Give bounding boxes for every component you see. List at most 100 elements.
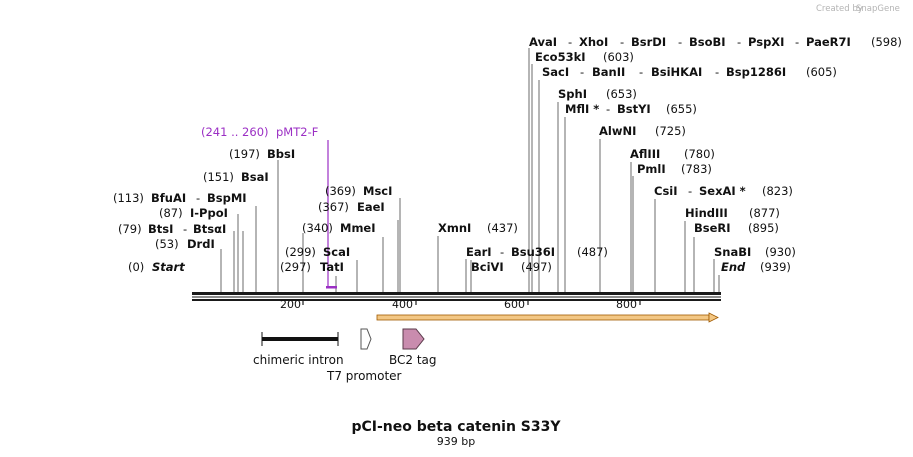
pmli-label[interactable]: PmlI	[637, 162, 666, 176]
sphi-pos: (653)	[606, 87, 637, 101]
bsai-pos: (151)	[203, 170, 234, 184]
alwni-label[interactable]: AlwNI	[599, 124, 636, 138]
xmni-pos: (437)	[487, 221, 518, 235]
banii-label[interactable]: BanII	[592, 65, 625, 79]
scai-pos: (299)	[285, 245, 316, 259]
ippoi-label[interactable]: I-PpoI	[190, 206, 228, 220]
bsp1286i-label[interactable]: Bsp1286I	[726, 65, 786, 79]
mmei-pos: (340)	[302, 221, 333, 235]
end-pos: (939)	[760, 260, 791, 274]
drdi-label[interactable]: DrdI	[187, 237, 215, 251]
bfuai-label[interactable]: BfuAI	[151, 191, 186, 205]
bfuai-separator: -	[196, 191, 200, 205]
credit-text: Created by	[816, 4, 863, 14]
chimeric-intron-feature[interactable]	[261, 332, 339, 346]
saci-pos: (605)	[806, 65, 837, 79]
msci-pos: (369)	[325, 184, 356, 198]
saci-sep-3: -	[715, 65, 719, 79]
bsai-label[interactable]: BsaI	[241, 170, 269, 184]
eaei-label[interactable]: EaeI	[357, 200, 385, 214]
xmni-label[interactable]: XmnI	[438, 221, 471, 235]
bfuai-pos: (113)	[113, 191, 144, 205]
avai-label[interactable]: AvaI	[529, 35, 557, 49]
sphi-label[interactable]: SphI	[558, 87, 587, 101]
bc2-tag-label: BC2 tag	[389, 353, 437, 367]
eco53ki-pos: (603)	[603, 50, 634, 64]
bseri-pos: (895)	[748, 221, 779, 235]
bsobi-label[interactable]: BsoBI	[689, 35, 726, 49]
snabi-pos: (930)	[765, 245, 796, 259]
snabi-label[interactable]: SnaBI	[714, 245, 751, 259]
t7-promoter-label: T7 promoter	[326, 369, 402, 383]
bcivi-pos: (497)	[521, 260, 552, 274]
sexai-label[interactable]: SexAI *	[699, 184, 746, 198]
hindiii-label[interactable]: HindIII	[685, 206, 728, 220]
btsi-pos: (79)	[118, 222, 142, 236]
hindiii-pos: (877)	[749, 206, 780, 220]
tati-label[interactable]: TatI	[320, 260, 344, 274]
eari-label[interactable]: EarI	[466, 245, 492, 259]
mfli-label[interactable]: MflI *	[565, 102, 599, 116]
tick-label-600: 600	[504, 298, 525, 311]
avai-sep-2: -	[620, 35, 624, 49]
map-length: 939 bp	[437, 435, 475, 448]
eari-separator: -	[500, 245, 504, 259]
eaei-pos: (367)	[318, 200, 349, 214]
pmli-pos: (783)	[681, 162, 712, 176]
start-pos: (0)	[128, 260, 144, 274]
afliii-label[interactable]: AflIII	[630, 147, 660, 161]
btsi-label[interactable]: BtsI	[148, 222, 173, 236]
backbone-top-strand	[192, 292, 721, 295]
btsai-label[interactable]: BtsαI	[193, 222, 226, 236]
csii-label[interactable]: CsiI	[654, 184, 678, 198]
bbsi-pos: (197)	[229, 147, 260, 161]
saci-label[interactable]: SacI	[542, 65, 569, 79]
csii-pos: (823)	[762, 184, 793, 198]
site-connectors	[220, 48, 720, 292]
bbsi-label[interactable]: BbsI	[267, 147, 295, 161]
chimeric-intron-label: chimeric intron	[253, 353, 344, 367]
saci-sep-1: -	[580, 65, 584, 79]
pspxi-label[interactable]: PspXI	[748, 35, 784, 49]
bc2-tag-arrow[interactable]	[402, 328, 425, 350]
alwni-pos: (725)	[655, 124, 686, 138]
avai-pos: (598)	[871, 35, 902, 49]
paer7i-label[interactable]: PaeR7I	[806, 35, 851, 49]
avai-sep-5: -	[795, 35, 799, 49]
xhoi-label[interactable]: XhoI	[579, 35, 608, 49]
primer-name[interactable]: pMT2-F	[276, 125, 318, 139]
msci-label[interactable]: MscI	[363, 184, 392, 198]
primer-range: (241 .. 260)	[201, 125, 269, 139]
scai-label[interactable]: ScaI	[323, 245, 350, 259]
mfli-pos: (655)	[666, 102, 697, 116]
orf-arrow[interactable]	[376, 312, 719, 323]
bstyi-label[interactable]: BstYI	[617, 102, 651, 116]
end-label: End	[721, 260, 746, 274]
tick-label-400: 400	[392, 298, 413, 311]
mfli-separator: -	[606, 102, 610, 116]
bsrdi-label[interactable]: BsrDI	[631, 35, 666, 49]
bspmi-label[interactable]: BspMI	[207, 191, 247, 205]
map-title: pCI-neo beta catenin S33Y	[351, 419, 561, 435]
backbone-bottom-strand	[192, 299, 721, 301]
drdi-pos: (53)	[155, 237, 179, 251]
avai-sep-3: -	[678, 35, 682, 49]
avai-sep-4: -	[737, 35, 741, 49]
eari-pos: (487)	[577, 245, 608, 259]
start-label: Start	[152, 260, 185, 274]
mmei-label[interactable]: MmeI	[340, 221, 376, 235]
bcivi-label[interactable]: BciVI	[471, 260, 504, 274]
tick-label-800: 800	[616, 298, 637, 311]
bsihkai-label[interactable]: BsiHKAI	[651, 65, 702, 79]
ruler-ticks	[302, 301, 641, 305]
bseri-label[interactable]: BseRI	[694, 221, 731, 235]
afliii-pos: (780)	[684, 147, 715, 161]
ippoi-pos: (87)	[159, 206, 183, 220]
t7-promoter-arrow[interactable]	[360, 328, 372, 350]
bsu36i-label[interactable]: Bsu36I	[511, 245, 555, 259]
primer-arrow[interactable]	[326, 286, 337, 289]
tick-label-200: 200	[280, 298, 301, 311]
avai-sep-1: -	[568, 35, 572, 49]
eco53ki-label[interactable]: Eco53kI	[535, 50, 586, 64]
